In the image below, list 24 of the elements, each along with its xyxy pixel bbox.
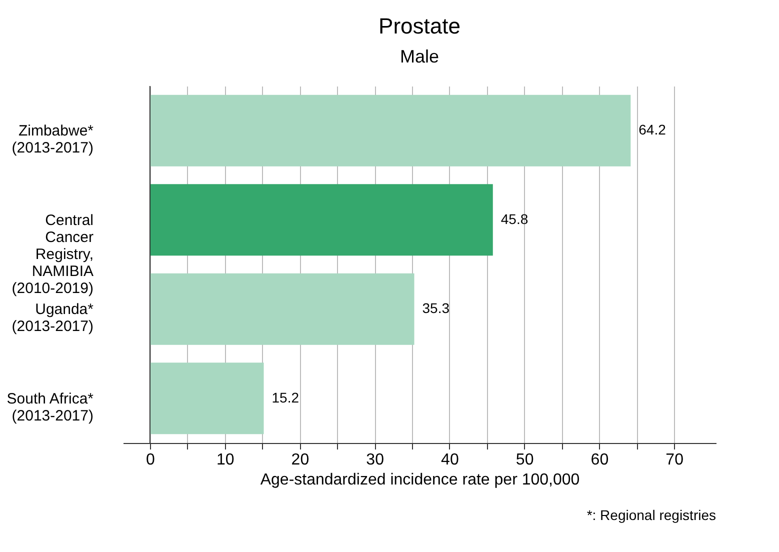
x-tick-label: 0 [146,452,155,468]
chart-subtitle: Male [400,46,440,66]
y-tick-label: South Africa* (2013-2017) [6,390,94,424]
x-tick-label: 20 [291,452,310,468]
x-tick-label: 40 [441,452,459,468]
data-label: 64.2 [638,122,666,138]
x-tick-label: 30 [366,452,384,468]
x-tick-label: 50 [516,452,534,468]
y-tick-label: Central Cancer Registry, NAMIBIA (2010-2019) [12,212,94,297]
bar [150,94,631,166]
x-tick-label: 70 [666,452,684,468]
y-tick-label: Uganda* (2013-2017) [12,301,94,336]
x-tick-label: 10 [216,452,234,468]
bar [150,273,414,345]
chart-title: Prostate [378,14,460,38]
bar [150,362,264,434]
bar [150,184,493,256]
data-label: 35.3 [422,300,450,316]
data-label: 45.8 [500,210,528,227]
data-label: 15.2 [272,389,300,406]
text: *: Regional registries [586,507,716,523]
x-tick-label: 60 [590,452,609,468]
y-tick-label: Zimbabwe* (2013-2017) [12,122,94,157]
x-axis-title: Age-standardized incidence rate per 100,000 [260,472,580,488]
